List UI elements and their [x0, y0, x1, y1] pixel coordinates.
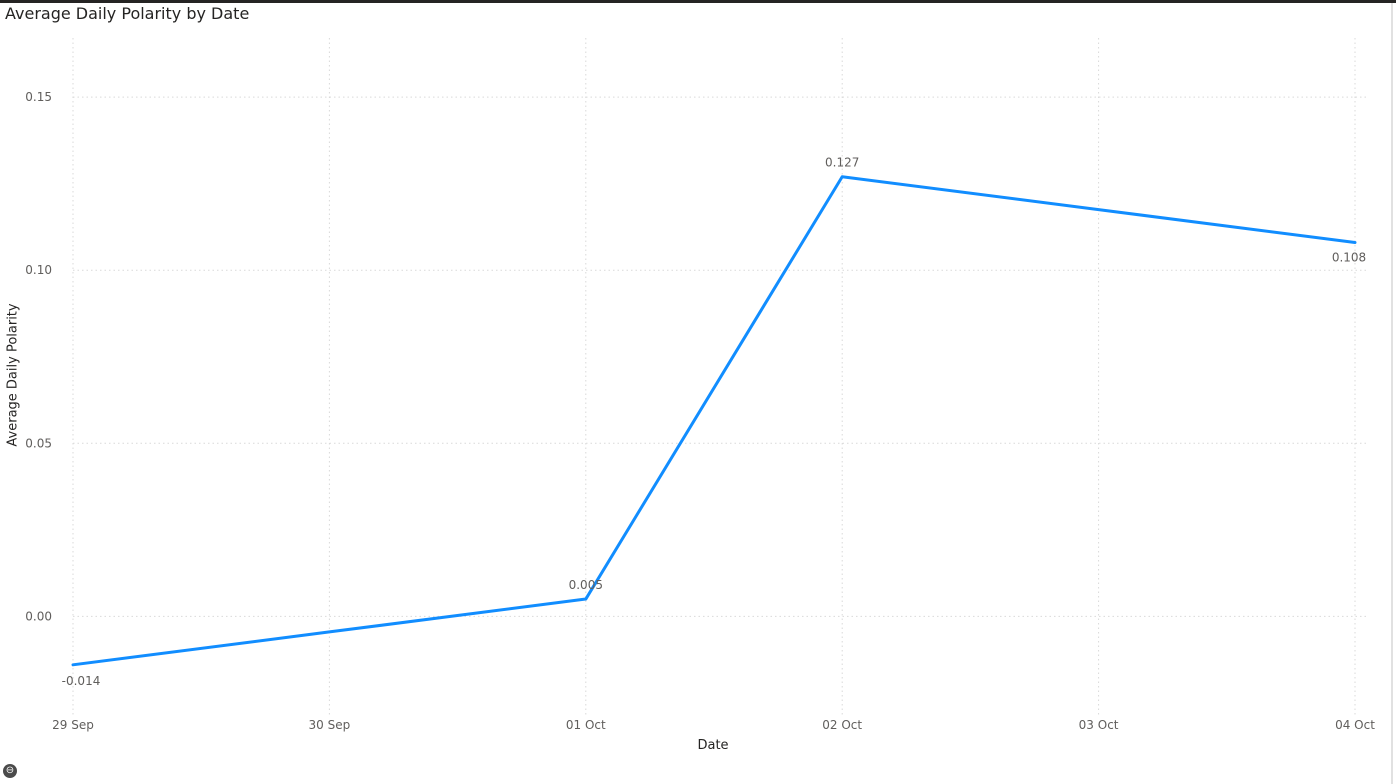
- data-label: -0.014: [62, 674, 101, 688]
- x-tick-label: 03 Oct: [1079, 718, 1119, 732]
- x-tick-label: 02 Oct: [822, 718, 862, 732]
- series-line: [71, 175, 1357, 667]
- data-label: 0.005: [569, 578, 603, 592]
- top-border: [0, 0, 1396, 3]
- y-tick-label: 0.05: [25, 436, 52, 450]
- data-labels: -0.014 0.005 0.127 0.108: [62, 156, 1367, 688]
- x-tick-label: 30 Sep: [309, 718, 351, 732]
- x-axis-title: Date: [697, 738, 729, 753]
- gridlines: [72, 38, 1366, 715]
- data-label: 0.108: [1332, 251, 1366, 265]
- focus-mode-icon[interactable]: ⊖: [3, 764, 17, 778]
- x-tick-label: 01 Oct: [566, 718, 606, 732]
- y-tick-label: 0.00: [25, 609, 52, 623]
- data-label: 0.127: [825, 156, 859, 170]
- scrollbar-track[interactable]: [1391, 3, 1393, 784]
- y-tick-label: 0.15: [25, 90, 52, 104]
- axis-ticks: 0.00 0.05 0.10 0.15 29 Sep 30 Sep 01 Oct 02 Oct…: [25, 90, 1375, 732]
- x-tick-label: 29 Sep: [52, 718, 94, 732]
- x-tick-label: 04 Oct: [1335, 718, 1375, 732]
- y-tick-label: 0.10: [25, 263, 52, 277]
- chart-title: Average Daily Polarity by Date: [5, 4, 250, 23]
- series: [71, 175, 1357, 667]
